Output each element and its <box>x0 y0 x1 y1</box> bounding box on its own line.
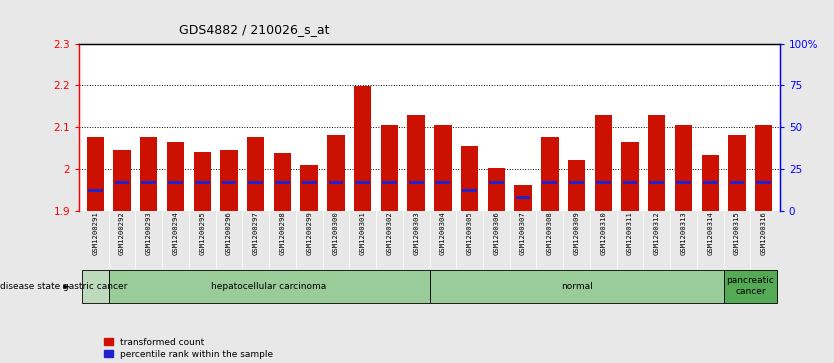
Bar <box>408 114 425 211</box>
Bar <box>275 181 290 184</box>
Text: GSM1200294: GSM1200294 <box>173 212 178 256</box>
Text: GDS4882 / 210026_s_at: GDS4882 / 210026_s_at <box>179 23 329 36</box>
Bar <box>623 181 637 184</box>
Bar <box>489 181 504 184</box>
Bar <box>108 270 430 303</box>
Text: GSM1200311: GSM1200311 <box>627 212 633 256</box>
Bar <box>595 114 612 211</box>
Text: GSM1200300: GSM1200300 <box>333 212 339 256</box>
Text: GSM1200314: GSM1200314 <box>707 212 713 256</box>
Bar <box>568 160 585 211</box>
Text: GSM1200291: GSM1200291 <box>93 212 98 256</box>
Bar <box>542 181 557 184</box>
Text: hepatocellular carcinoma: hepatocellular carcinoma <box>212 282 327 290</box>
Text: GSM1200301: GSM1200301 <box>359 212 365 256</box>
Text: GSM1200306: GSM1200306 <box>494 212 500 256</box>
Text: GSM1200310: GSM1200310 <box>600 212 606 256</box>
Text: normal: normal <box>560 282 592 290</box>
Text: GSM1200313: GSM1200313 <box>681 212 686 256</box>
Bar <box>327 135 344 211</box>
Text: GSM1200309: GSM1200309 <box>574 212 580 256</box>
Bar <box>515 196 530 199</box>
Bar <box>730 181 745 184</box>
Text: GSM1200304: GSM1200304 <box>440 212 446 256</box>
Bar <box>409 181 424 184</box>
Bar <box>621 143 639 211</box>
Text: GSM1200295: GSM1200295 <box>199 212 205 256</box>
Bar <box>195 181 209 184</box>
Bar <box>648 114 666 211</box>
Text: GSM1200293: GSM1200293 <box>146 212 152 256</box>
Bar <box>300 165 318 211</box>
Bar <box>142 181 156 184</box>
Bar <box>220 150 238 211</box>
Bar <box>140 136 158 211</box>
Bar <box>569 181 584 184</box>
Bar <box>756 181 771 184</box>
Bar <box>728 135 746 211</box>
Bar <box>193 152 211 211</box>
Bar <box>541 136 559 211</box>
Text: GSM1200302: GSM1200302 <box>386 212 393 256</box>
Bar <box>355 181 370 184</box>
Bar <box>380 125 398 211</box>
Bar <box>329 181 344 184</box>
Legend: transformed count, percentile rank within the sample: transformed count, percentile rank withi… <box>100 334 277 362</box>
Bar <box>249 181 263 184</box>
Bar <box>87 138 104 211</box>
Text: GSM1200316: GSM1200316 <box>761 212 766 256</box>
Text: gastric cancer: gastric cancer <box>63 282 128 290</box>
Bar <box>461 146 479 211</box>
Bar <box>676 181 691 184</box>
Text: GSM1200296: GSM1200296 <box>226 212 232 256</box>
Bar <box>88 189 103 192</box>
Bar <box>354 86 371 211</box>
Bar <box>701 155 719 211</box>
Text: GSM1200298: GSM1200298 <box>279 212 285 256</box>
Text: GSM1200312: GSM1200312 <box>654 212 660 256</box>
Bar <box>703 181 717 184</box>
Bar <box>82 270 108 303</box>
Bar <box>382 181 397 184</box>
Bar <box>435 181 450 184</box>
Bar <box>515 185 532 211</box>
Text: GSM1200297: GSM1200297 <box>253 212 259 256</box>
Bar <box>247 136 264 211</box>
Bar <box>724 270 777 303</box>
Bar <box>675 125 692 211</box>
Bar <box>650 181 664 184</box>
Bar <box>755 125 772 211</box>
Bar <box>222 181 236 184</box>
Text: pancreatic
cancer: pancreatic cancer <box>726 276 774 296</box>
Bar <box>596 181 610 184</box>
Bar <box>462 189 477 192</box>
Text: GSM1200303: GSM1200303 <box>413 212 420 256</box>
Text: GSM1200307: GSM1200307 <box>520 212 526 256</box>
Text: GSM1200315: GSM1200315 <box>734 212 740 256</box>
Bar <box>114 181 129 184</box>
Text: disease state ►: disease state ► <box>0 282 70 291</box>
Bar <box>168 181 183 184</box>
Bar <box>113 150 131 211</box>
Bar <box>435 125 451 211</box>
Bar <box>167 142 184 211</box>
Text: GSM1200292: GSM1200292 <box>119 212 125 256</box>
Bar <box>274 153 291 211</box>
Bar <box>488 168 505 211</box>
Text: GSM1200308: GSM1200308 <box>547 212 553 256</box>
Bar <box>430 270 724 303</box>
Bar <box>302 181 317 184</box>
Text: GSM1200305: GSM1200305 <box>466 212 473 256</box>
Text: GSM1200299: GSM1200299 <box>306 212 312 256</box>
